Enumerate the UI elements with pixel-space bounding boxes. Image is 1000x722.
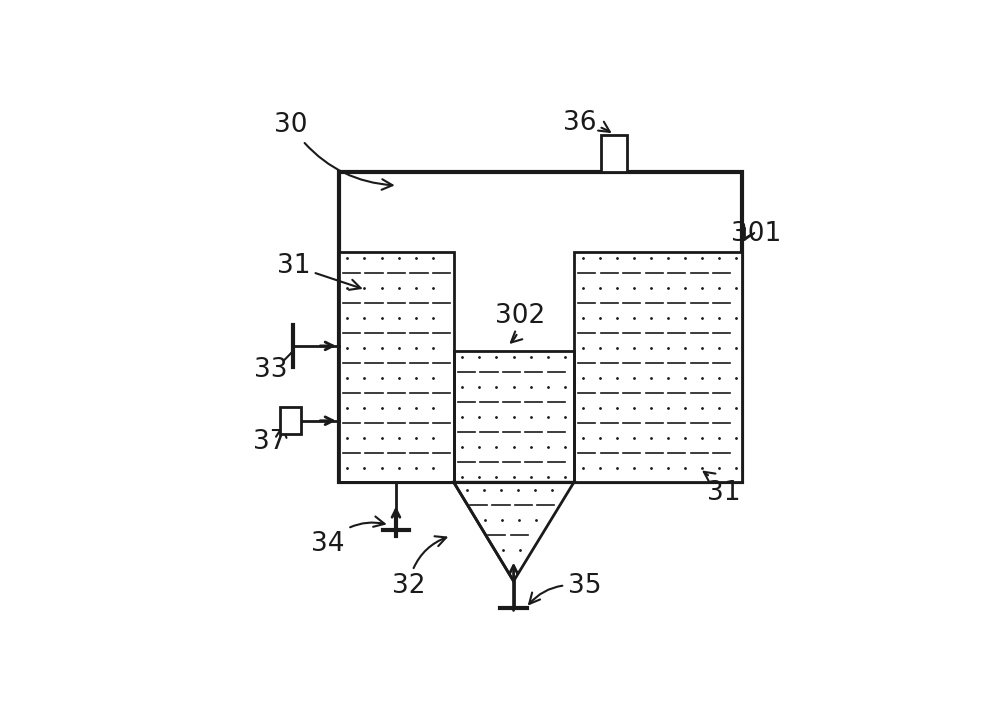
Text: 32: 32 bbox=[392, 536, 446, 599]
Bar bbox=[280, 407, 301, 434]
Bar bbox=[339, 253, 454, 482]
Text: 37: 37 bbox=[253, 426, 286, 455]
Bar bbox=[339, 253, 454, 482]
Bar bbox=[574, 253, 742, 482]
Bar bbox=[574, 253, 742, 482]
Text: 30: 30 bbox=[274, 112, 392, 190]
Text: 31: 31 bbox=[277, 253, 361, 290]
Text: 301: 301 bbox=[731, 221, 781, 247]
Text: 36: 36 bbox=[563, 110, 610, 136]
Text: 31: 31 bbox=[704, 471, 740, 506]
Text: 33: 33 bbox=[254, 352, 294, 383]
Bar bbox=[454, 351, 574, 482]
Bar bbox=[601, 135, 627, 172]
Text: 35: 35 bbox=[529, 573, 601, 604]
Bar bbox=[339, 172, 742, 482]
Text: 302: 302 bbox=[495, 303, 546, 342]
Text: 34: 34 bbox=[311, 516, 385, 557]
